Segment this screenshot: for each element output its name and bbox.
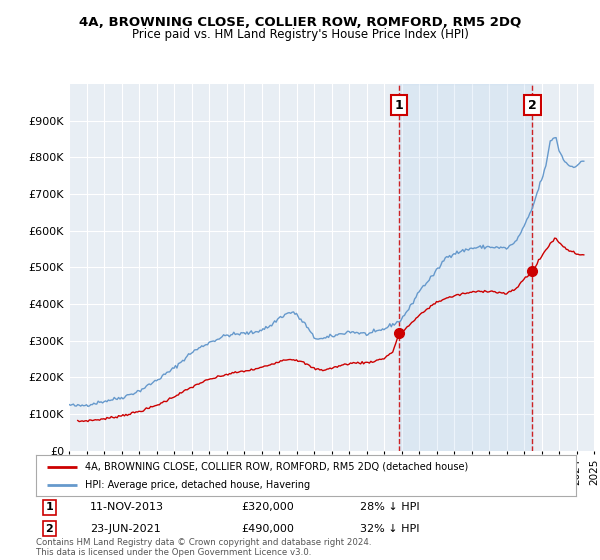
- Text: 2: 2: [46, 524, 53, 534]
- Text: 1: 1: [46, 502, 53, 512]
- Text: £490,000: £490,000: [241, 524, 294, 534]
- Text: 32% ↓ HPI: 32% ↓ HPI: [360, 524, 419, 534]
- Text: 28% ↓ HPI: 28% ↓ HPI: [360, 502, 419, 512]
- Text: 1: 1: [395, 99, 404, 111]
- Text: 4A, BROWNING CLOSE, COLLIER ROW, ROMFORD, RM5 2DQ (detached house): 4A, BROWNING CLOSE, COLLIER ROW, ROMFORD…: [85, 461, 468, 472]
- Text: 11-NOV-2013: 11-NOV-2013: [90, 502, 164, 512]
- Text: £320,000: £320,000: [241, 502, 294, 512]
- Text: Price paid vs. HM Land Registry's House Price Index (HPI): Price paid vs. HM Land Registry's House …: [131, 28, 469, 41]
- Text: 2: 2: [528, 99, 537, 111]
- Text: 23-JUN-2021: 23-JUN-2021: [90, 524, 161, 534]
- Bar: [399, 84, 532, 451]
- Text: Contains HM Land Registry data © Crown copyright and database right 2024.
This d: Contains HM Land Registry data © Crown c…: [36, 538, 371, 557]
- Text: HPI: Average price, detached house, Havering: HPI: Average price, detached house, Have…: [85, 480, 310, 490]
- Text: 4A, BROWNING CLOSE, COLLIER ROW, ROMFORD, RM5 2DQ: 4A, BROWNING CLOSE, COLLIER ROW, ROMFORD…: [79, 16, 521, 29]
